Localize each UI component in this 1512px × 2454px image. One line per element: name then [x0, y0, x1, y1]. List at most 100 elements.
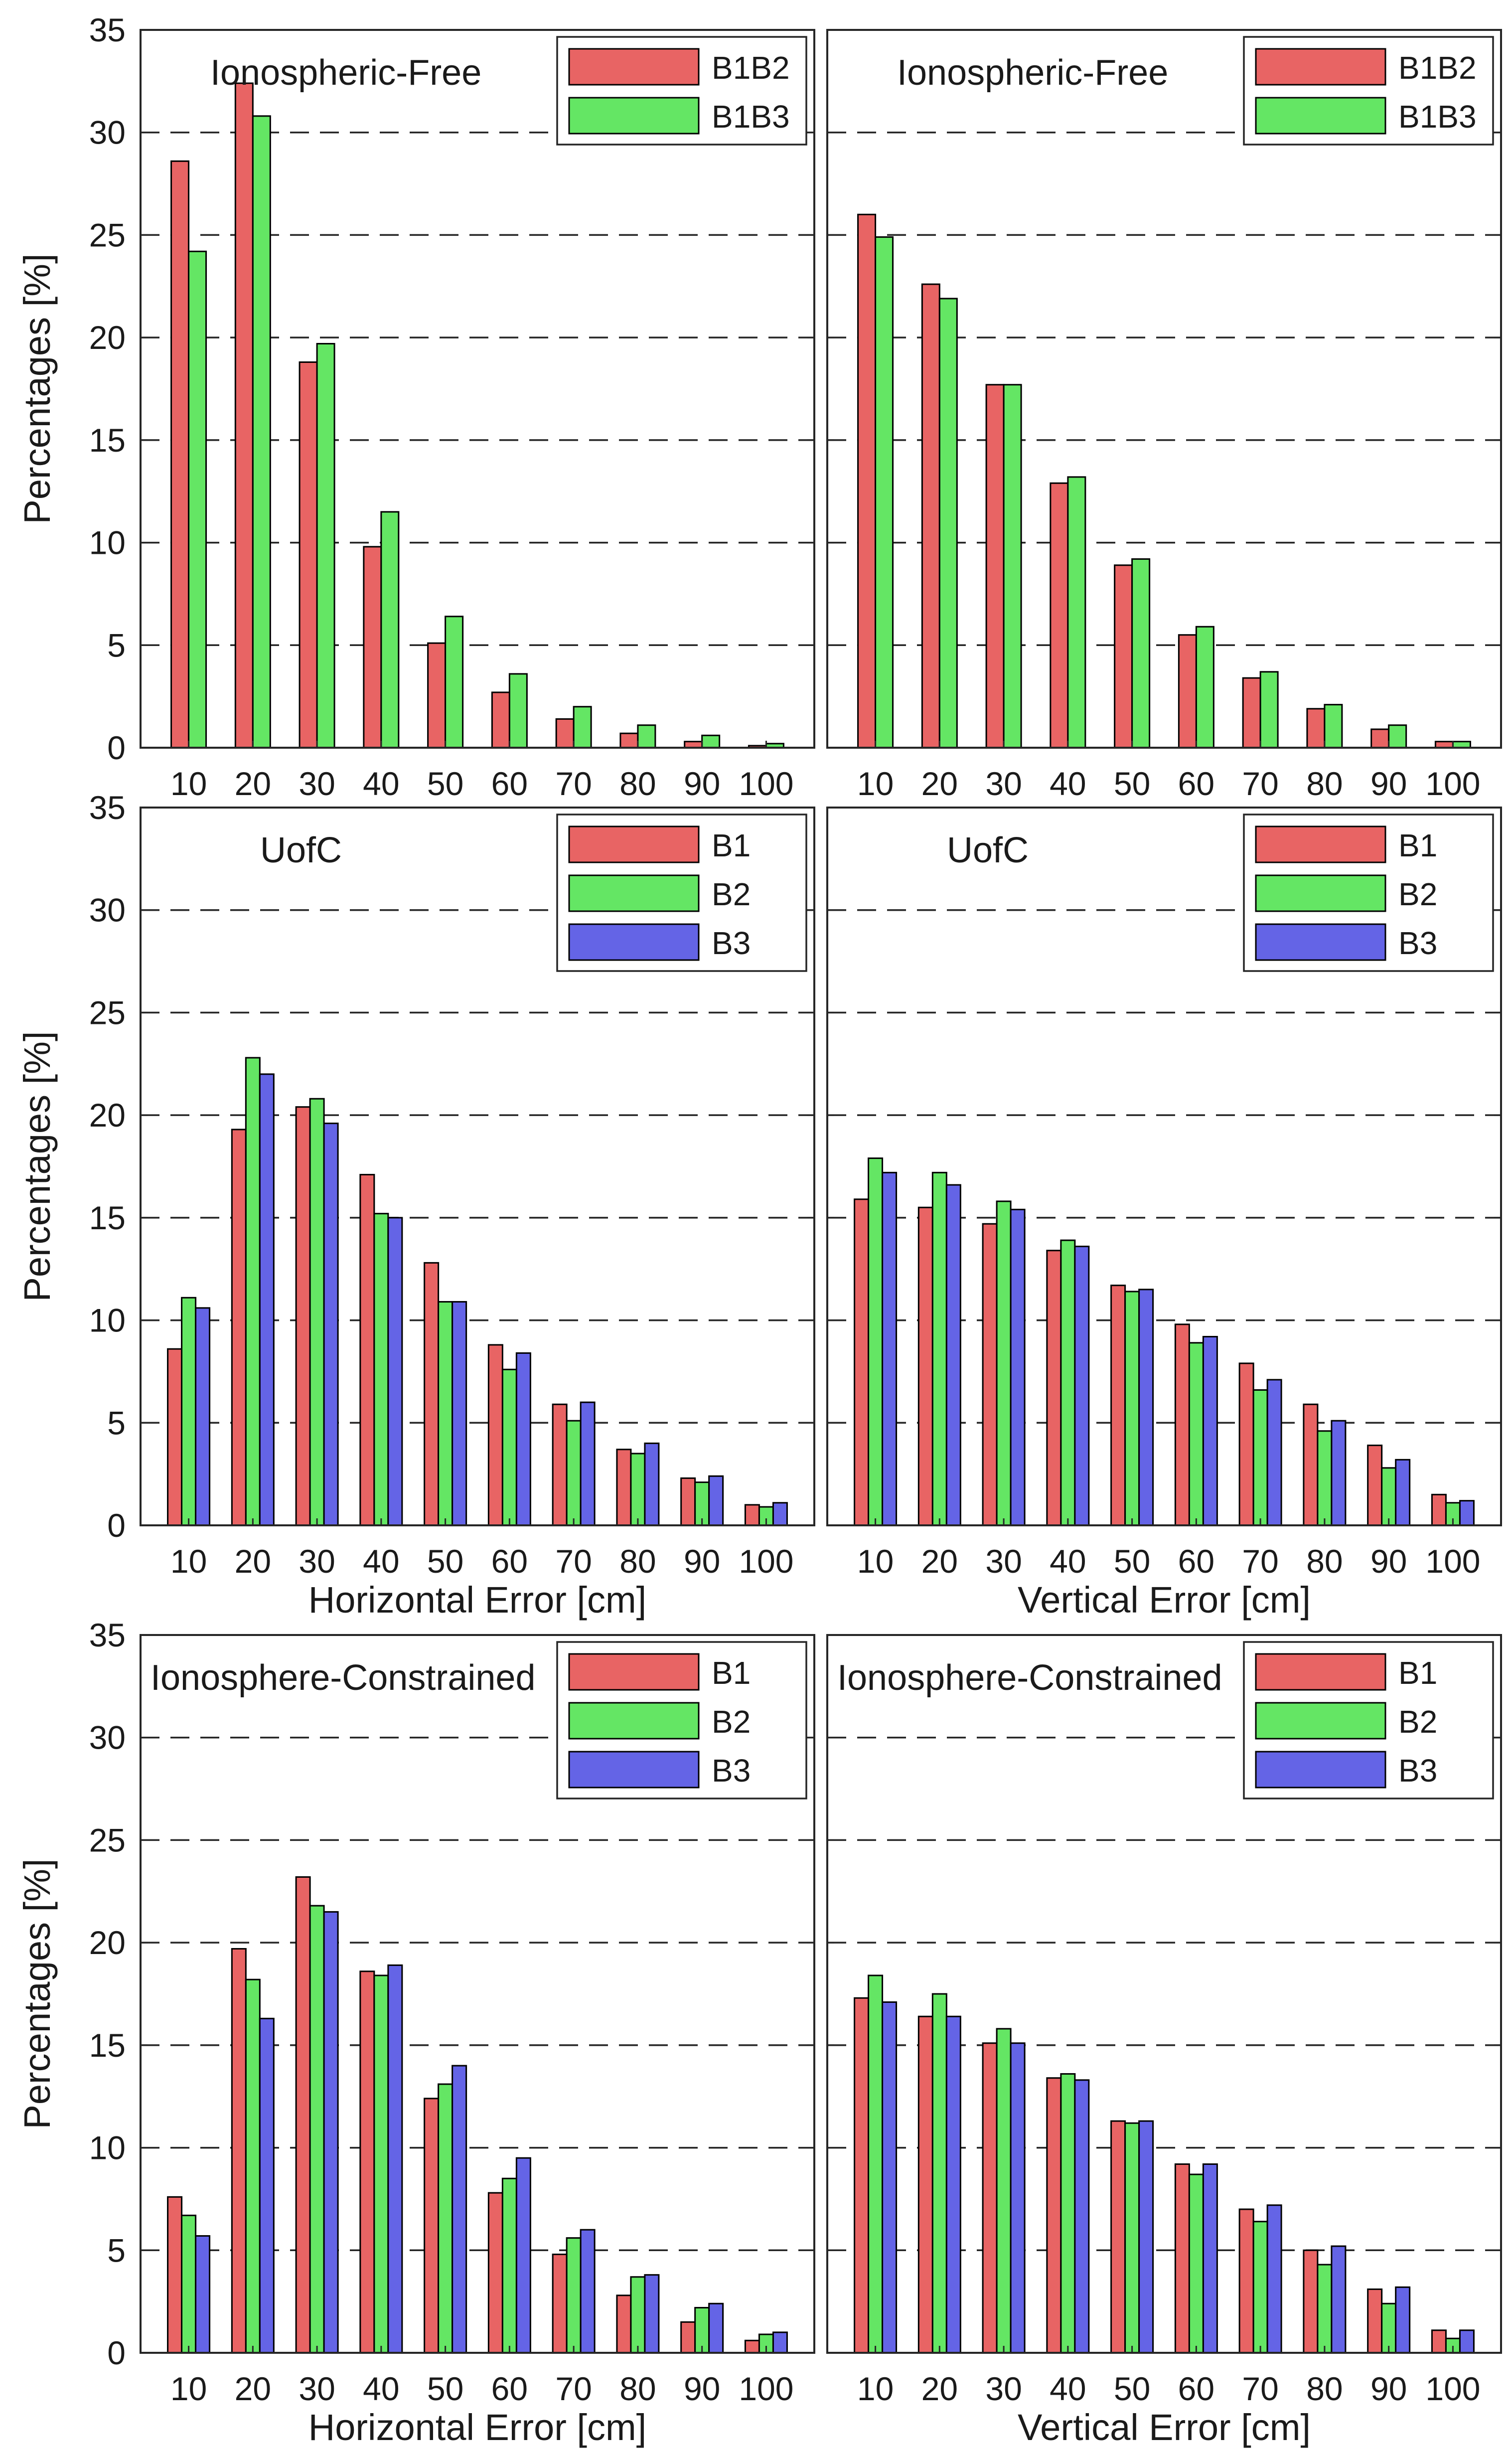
bar-B1B2-30 [299, 361, 318, 749]
legend-swatch-B3 [568, 1751, 700, 1789]
bar-B3-80 [644, 1442, 660, 1526]
y-tick-label: 15 [89, 422, 126, 459]
y-tick-label: 30 [89, 114, 126, 151]
bar-B1-90 [680, 2321, 696, 2354]
y-tick-label: 30 [89, 1719, 126, 1756]
y-tick-label: 10 [89, 1302, 126, 1339]
bar-B2-70 [1252, 1389, 1268, 1526]
bar-B1B3-90 [1388, 724, 1407, 749]
bar-B1B3-50 [1131, 558, 1151, 749]
bar-B1-40 [1046, 2077, 1062, 2354]
legend-label-B1: B1 [712, 827, 751, 863]
chart-panel-1: 10 20 30 40 50 60 70 80 90 100 0 5 10 15 20 25 30 35 Perce… [16, 11, 815, 802]
x-tick-label: 50 [1114, 2370, 1150, 2407]
bar-B2-40 [1060, 1239, 1076, 1526]
bar-B1-30 [982, 1223, 998, 1526]
bar-B3-50 [1138, 1289, 1154, 1526]
legend-swatch-B3 [1255, 923, 1386, 961]
y-tick-label: 0 [107, 729, 126, 766]
chart-panel-4: 10 20 30 40 50 60 70 80 90 100 Vertical Error [cm]… [826, 807, 1502, 1621]
y-tick-label: 35 [89, 1617, 126, 1653]
bar-B1-10 [854, 1198, 870, 1526]
legend-label-B2: B2 [712, 1704, 751, 1740]
bar-B1-100 [744, 1504, 760, 1526]
axes-frame [826, 29, 1502, 749]
y-tick-label: 20 [89, 1097, 126, 1134]
x-tick-label: 50 [1114, 1543, 1150, 1580]
legend-swatch-B2 [1255, 874, 1386, 912]
x-tick-label: 20 [235, 2370, 271, 2407]
y-tick-label: 35 [89, 789, 126, 826]
bar-B1B3-30 [1003, 384, 1022, 749]
x-tick-label: 90 [1370, 2370, 1407, 2407]
chart-title: UofC [947, 830, 1029, 870]
bar-B3-30 [323, 1911, 339, 2354]
x-tick-label: 70 [1242, 1543, 1278, 1580]
bar-B2-50 [438, 1301, 454, 1526]
bar-B1B2-50 [427, 642, 447, 749]
legend-swatch-B2 [1255, 1702, 1386, 1740]
x-tick-label: 80 [1306, 2370, 1343, 2407]
x-tick-label: 100 [739, 2370, 793, 2407]
x-axis-label: Horizontal Error [cm] [308, 1579, 646, 1621]
y-tick-label: 0 [107, 2334, 126, 2371]
bar-B2-60 [1188, 1342, 1204, 1526]
bar-B1-70 [552, 2254, 568, 2354]
bar-B2-50 [1124, 1291, 1140, 1526]
bar-B2-20 [931, 1171, 947, 1526]
bar-B1-20 [231, 1129, 247, 1526]
bar-B1-50 [424, 1262, 440, 1526]
bar-B1B2-10 [857, 213, 877, 749]
bar-B1B3-20 [252, 115, 271, 749]
bar-B1B3-40 [1067, 476, 1086, 749]
bar-B2-30 [996, 1200, 1012, 1526]
x-tick-label: 40 [1050, 765, 1086, 802]
bar-B1-20 [917, 2015, 933, 2354]
x-tick-label: 90 [684, 765, 720, 802]
x-tick-label: 40 [363, 1543, 399, 1580]
x-tick-label: 50 [427, 1543, 463, 1580]
x-tick-label: 70 [555, 2370, 592, 2407]
bar-B2-10 [181, 1297, 197, 1526]
bar-B3-40 [1074, 2079, 1090, 2354]
bar-B3-20 [259, 1073, 275, 1526]
x-tick-label: 70 [1242, 2370, 1278, 2407]
y-tick-label: 10 [89, 524, 126, 561]
x-tick-label: 20 [235, 765, 271, 802]
bar-B1B3-20 [938, 298, 958, 749]
x-tick-label: 40 [363, 765, 399, 802]
bar-B1-60 [1174, 1323, 1190, 1526]
x-tick-label: 100 [739, 765, 793, 802]
bar-B1-20 [231, 1948, 247, 2354]
y-tick-label: 5 [107, 2232, 126, 2269]
x-tick-label: 20 [921, 2370, 958, 2407]
legend-swatch-B1 [1255, 1653, 1386, 1691]
bar-B1B3-10 [188, 250, 207, 749]
bar-B1-30 [982, 2042, 998, 2354]
bar-B1-100 [1431, 2329, 1447, 2354]
x-tick-label: 30 [985, 765, 1022, 802]
bar-B1-20 [917, 1206, 933, 1526]
bar-B1-100 [1431, 1493, 1447, 1526]
bar-B3-70 [1266, 2204, 1282, 2354]
bar-B2-90 [1381, 2302, 1397, 2354]
legend-swatch-B3 [568, 923, 700, 961]
x-tick-label: 60 [491, 1543, 528, 1580]
y-tick-label: 25 [89, 994, 126, 1031]
bar-B1-80 [616, 1449, 632, 1526]
bar-B1B3-10 [875, 236, 894, 749]
y-tick-label: 5 [107, 627, 126, 663]
bar-B1B2-60 [491, 691, 510, 749]
bar-B1-70 [552, 1403, 568, 1526]
bar-B3-90 [708, 1475, 724, 1526]
bar-B2-80 [1317, 1430, 1333, 1526]
chart-title: Ionosphere-Constrained [837, 1658, 1222, 1698]
bar-B3-100 [1459, 1500, 1475, 1526]
legend-label-B1: B1 [712, 1655, 751, 1691]
bar-B3-20 [945, 1184, 961, 1526]
bar-B2-10 [868, 1974, 884, 2354]
axes-frame [826, 1634, 1502, 2354]
bar-B1-70 [1238, 1362, 1254, 1526]
x-tick-label: 90 [1370, 1543, 1407, 1580]
axes-frame [826, 807, 1502, 1526]
